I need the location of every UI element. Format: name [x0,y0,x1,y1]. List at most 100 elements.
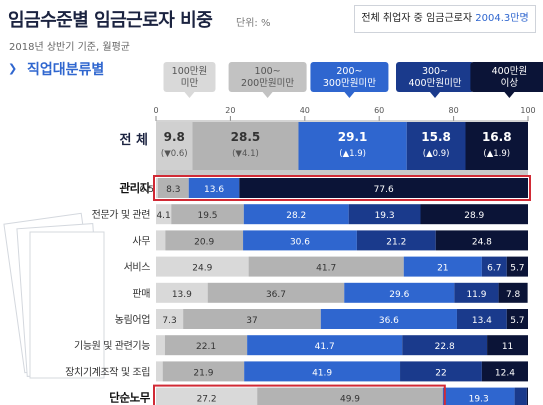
total-change-label: (▼4.1) [232,149,259,159]
x-tick-label: 40 [300,106,310,115]
bar-segment [247,335,403,356]
bar-segment [498,282,528,303]
bar-segment [156,282,208,303]
highlight-frame [153,384,446,405]
bar-value-label: 36.6 [379,316,399,326]
bar-segment [403,256,482,277]
category-label: 농림어업 [115,313,150,326]
legend-label: 400만원 [492,66,528,77]
bar-segment [164,335,248,356]
bar-segment [481,256,507,277]
category-label: 기능원 및 관련기능 [74,340,150,352]
total-bar-segment [298,122,407,170]
bar-value-label: 13.9 [172,290,192,300]
bar-segment [481,361,528,382]
bar-segment [526,387,528,405]
legend-label: 300만원미만 [323,78,376,89]
x-tick-label: 0 [153,106,158,115]
bar-value-label: 13.6 [204,185,224,195]
total-workers-value: 2004.3만명 [475,13,529,24]
bar-value-label: 11.9 [466,290,486,300]
category-label: 판매 [132,288,150,300]
legend-swatch [228,62,307,92]
bar-value-label: 27.2 [197,395,217,405]
legend-label: 200만원미만 [241,78,294,89]
bar-value-label: 13.4 [472,316,492,326]
category-label: 전문가 및 관련 [92,209,151,221]
legend-label: 300~ [422,66,448,77]
category-label: 단순노무 [109,391,151,405]
x-tick-label: 20 [225,106,235,115]
bar-value-label: 21 [437,264,448,274]
total-value-label: 28.5 [231,130,261,144]
total-workers-box: 전체 취업자 중 임금근로자 2004.3만명 [354,5,536,33]
bar-value-label: 5.7 [510,316,524,326]
section-title: 직업대분류별 [27,62,105,78]
bar-value-label: 41.7 [315,342,335,352]
paper-sheet-illustration [29,231,105,379]
bar-value-label: 41.9 [312,368,332,378]
bar-segment [156,230,166,251]
bar-segment [156,204,172,225]
bar-segment [400,361,482,382]
bar-segment [344,282,455,303]
bar-segment [243,230,357,251]
bar-value-label: 24.9 [192,264,212,274]
bar-value-label: 19.5 [197,211,217,221]
category-label: 장치기계조작 및 조립 [65,365,150,378]
bar-segment [506,256,528,277]
legend-swatch [396,62,474,92]
bar-value-label: 36.7 [266,290,286,300]
bar-segment [348,204,421,225]
bar-value-label: 22.8 [435,342,455,352]
total-bar-segment [192,122,299,170]
total-workers-label: 전체 취업자 중 임금근로자 [361,13,473,24]
category-label: 사무 [132,235,150,247]
page-title: 임금수준별 임금근로자 비중 [8,10,213,31]
bar-segment [456,309,507,329]
bar-value-label: 19.3 [469,395,489,405]
bar-segment [402,335,488,356]
total-value-label: 16.8 [482,130,512,144]
bar-segment [156,387,258,405]
bar-segment [157,178,189,198]
legend-label: 미만 [181,78,199,89]
total-change-label: (▲1.9) [483,149,510,159]
bar-segment [420,204,528,225]
x-tick-label: 100 [520,106,535,115]
legend-swatch [470,62,543,92]
legend-label: 100만원 [172,66,208,77]
legend-pointer [430,92,440,98]
total-change-label: (▲1.9) [339,149,366,159]
bar-value-label: 29.6 [389,290,409,300]
section-marker-icon: ❯ [8,62,18,75]
bar-value-label: 41.7 [316,264,336,274]
bar-segment [165,230,244,251]
bar-value-label: 3.3 [529,395,543,405]
bar-segment [162,361,245,382]
bar-value-label: 22.1 [196,342,216,352]
bar-value-label: 28.9 [464,211,484,221]
total-bar-segment [465,122,528,170]
bar-value-label: 22 [435,368,446,378]
bar-value-label: 6.7 [487,264,501,274]
x-tick-label: 80 [449,106,459,115]
bar-value-label: 7.3 [162,316,176,326]
legend-label: 100~ [255,66,281,77]
total-bar-segment [406,122,466,170]
highlight-frame [153,175,531,201]
bar-segment [156,335,165,356]
legend-pointer [504,92,515,98]
total-bar-segment [156,122,193,170]
legend-swatch [310,62,389,92]
legend-label: 400만원미만 [408,78,461,89]
bar-segment [487,335,528,356]
bar-value-label: 49.9 [340,395,360,405]
total-change-label: (▼0.6) [161,149,188,159]
category-label: 서비스 [124,262,151,274]
bar-value-label: 8.3 [166,185,180,195]
legend-label: 이상 [501,78,519,89]
total-value-label: 15.8 [421,130,451,144]
bar-segment [435,230,528,251]
